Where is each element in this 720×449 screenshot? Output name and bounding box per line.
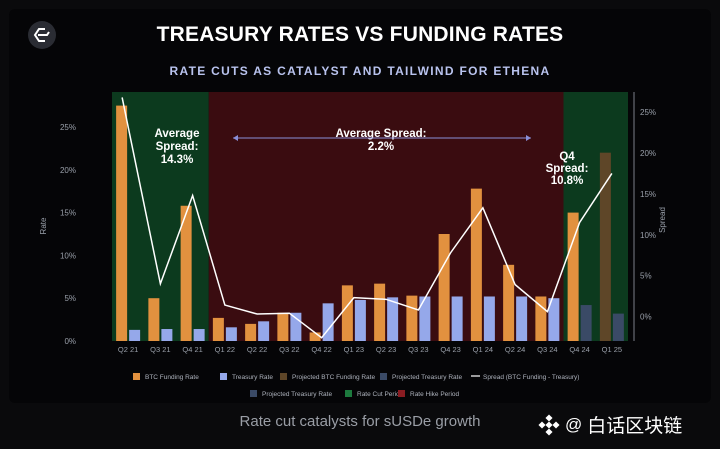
y-tick-label: 15% xyxy=(60,209,76,218)
period-band-0 xyxy=(112,92,209,341)
treasury-bar xyxy=(290,312,302,341)
x-tick-label: Q4 22 xyxy=(311,345,331,354)
legend-label: Treasury Rate xyxy=(232,374,273,381)
x-tick-label: Q1 25 xyxy=(602,345,622,354)
treasury-bar xyxy=(258,321,270,341)
legend-swatch xyxy=(280,373,287,380)
treasury-bar xyxy=(483,296,495,341)
x-tick-label: Q4 21 xyxy=(182,345,202,354)
x-tick-label: Q2 22 xyxy=(247,345,267,354)
watermark-at: @ xyxy=(565,414,583,434)
watermark: @ 白话区块链 xyxy=(538,411,682,438)
funding-bar xyxy=(374,283,386,341)
funding-bar xyxy=(245,323,257,341)
funding-bar xyxy=(503,264,515,341)
y2-tick-label: 10% xyxy=(640,231,656,240)
y-tick-label: 5% xyxy=(64,294,76,303)
annotation-q4-spread: Spread: xyxy=(546,163,589,175)
annotation-cut-spread: 14.3% xyxy=(161,154,194,166)
x-tick-label: Q4 23 xyxy=(440,345,460,354)
x-tick-label: Q2 24 xyxy=(505,345,525,354)
treasury-bar xyxy=(193,329,205,341)
x-tick-label: Q4 24 xyxy=(569,345,589,354)
treasury-bar xyxy=(322,303,334,341)
funding-bar xyxy=(567,212,579,341)
y2-tick-label: 0% xyxy=(640,312,652,321)
legend-swatch xyxy=(398,390,405,397)
y2-tick-label: 20% xyxy=(640,149,656,158)
treasury-bar xyxy=(451,296,463,341)
annotation-q4-spread: 10.8% xyxy=(551,175,584,187)
legend-swatch xyxy=(250,390,257,397)
legend-label: Projected Treasury Rate xyxy=(262,391,332,398)
treasury-bar xyxy=(516,296,528,341)
x-tick-label: Q3 21 xyxy=(150,345,170,354)
treasury-bar xyxy=(387,297,399,341)
funding-bar xyxy=(470,188,482,341)
y2-axis-label: Spread xyxy=(658,207,667,233)
legend-swatch xyxy=(133,373,140,380)
y2-tick-label: 5% xyxy=(640,272,652,281)
treasury-bar xyxy=(548,298,560,341)
legend-label: Spread (BTC Funding - Treasury) xyxy=(483,374,579,381)
funding-bar xyxy=(148,298,160,341)
x-tick-label: Q1 23 xyxy=(344,345,364,354)
x-tick-label: Q2 21 xyxy=(118,345,138,354)
annotation-cut-spread: Average xyxy=(155,128,200,140)
legend-label: BTC Funding Rate xyxy=(145,374,199,381)
binance-diamond-icon xyxy=(538,413,560,436)
y-tick-label: 0% xyxy=(64,337,76,346)
treasury-bar xyxy=(354,299,366,341)
x-tick-label: Q1 24 xyxy=(473,345,493,354)
funding-bar xyxy=(438,234,450,341)
treasury-bar xyxy=(225,327,237,341)
legend-label: Rate Hike Period xyxy=(410,391,460,398)
arrow-head-right xyxy=(526,135,531,141)
legend-swatch xyxy=(220,373,227,380)
funding-bar xyxy=(277,312,289,341)
x-tick-label: Q1 22 xyxy=(215,345,235,354)
funding-bar xyxy=(535,296,547,341)
x-tick-label: Q3 22 xyxy=(279,345,299,354)
annotation-cut-spread: Spread: xyxy=(156,141,199,153)
legend-swatch xyxy=(345,390,352,397)
annotation-q4-spread: Q4 xyxy=(559,151,575,163)
annotation-hike-spread: Average Spread: xyxy=(336,128,427,140)
treasury-bar xyxy=(580,305,592,341)
legend-label: Projected BTC Funding Rate xyxy=(292,374,375,381)
treasury-bar xyxy=(612,313,624,341)
y2-tick-label: 15% xyxy=(640,190,656,199)
x-tick-label: Q3 23 xyxy=(408,345,428,354)
legend-swatch xyxy=(380,373,387,380)
chart-subtitle: RATE CUTS AS CATALYST AND TAILWIND FOR E… xyxy=(169,64,551,78)
arrow-head-left xyxy=(233,135,238,141)
x-tick-label: Q2 23 xyxy=(376,345,396,354)
y-tick-label: 25% xyxy=(60,123,76,132)
y-tick-label: 20% xyxy=(60,166,76,175)
treasury-bar xyxy=(161,329,173,341)
funding-bar xyxy=(116,105,128,341)
y-axis-label: Rate xyxy=(39,217,48,234)
chart-title: TREASURY RATES VS FUNDING RATES xyxy=(156,23,564,46)
y-tick-label: 10% xyxy=(60,251,76,260)
image-caption: Rate cut catalysts for sUSDe growth xyxy=(239,413,481,430)
funding-bar xyxy=(341,285,353,341)
treasury-bar xyxy=(419,296,431,341)
ethena-logo-icon xyxy=(28,21,56,49)
funding-bar xyxy=(309,332,321,341)
treasury-bar xyxy=(129,329,141,341)
funding-bar xyxy=(599,152,611,341)
spread-line xyxy=(121,97,613,339)
funding-bar xyxy=(406,295,418,341)
legend-label: Projected Treasury Rate xyxy=(392,374,462,381)
funding-bar xyxy=(212,317,224,341)
y2-tick-label: 25% xyxy=(640,108,656,117)
funding-bar xyxy=(180,205,192,341)
legend-label: Rate Cut Period xyxy=(357,391,404,398)
annotation-hike-spread: 2.2% xyxy=(368,141,394,153)
x-tick-label: Q3 24 xyxy=(537,345,557,354)
watermark-text: 白话区块链 xyxy=(587,416,683,437)
